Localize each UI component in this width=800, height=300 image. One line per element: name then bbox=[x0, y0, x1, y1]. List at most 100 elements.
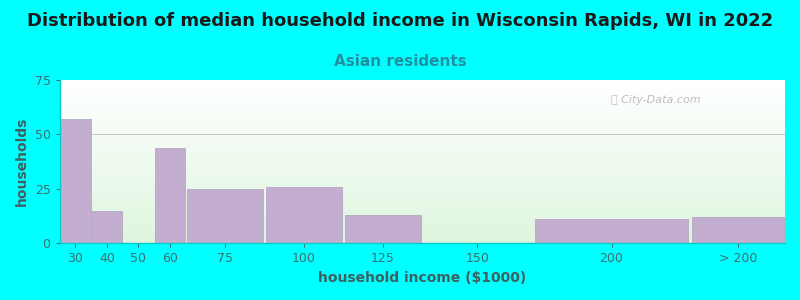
Bar bbox=[59, 206, 785, 207]
Bar bbox=[59, 141, 785, 142]
Bar bbox=[59, 114, 785, 115]
Bar bbox=[59, 118, 785, 119]
Bar bbox=[59, 106, 785, 107]
Bar bbox=[59, 207, 785, 208]
Bar bbox=[59, 99, 785, 100]
Bar bbox=[59, 160, 785, 161]
Bar bbox=[59, 234, 785, 235]
Bar bbox=[59, 201, 785, 202]
Bar bbox=[59, 102, 785, 103]
Bar bbox=[59, 136, 785, 137]
Bar bbox=[59, 228, 785, 229]
Bar bbox=[59, 184, 785, 185]
Bar bbox=[59, 226, 785, 227]
Bar bbox=[59, 151, 785, 152]
Bar bbox=[59, 178, 785, 179]
Bar bbox=[59, 233, 785, 234]
Bar bbox=[59, 231, 785, 232]
Bar bbox=[59, 142, 785, 143]
Bar bbox=[59, 107, 785, 108]
Bar bbox=[59, 210, 785, 211]
Bar bbox=[345, 215, 421, 243]
Bar bbox=[59, 211, 785, 212]
Bar bbox=[59, 196, 785, 197]
Bar bbox=[59, 218, 785, 219]
Bar bbox=[59, 124, 785, 125]
Bar bbox=[59, 153, 785, 154]
Bar bbox=[59, 109, 785, 110]
Bar bbox=[59, 183, 785, 184]
Bar bbox=[59, 193, 785, 194]
Bar bbox=[60, 119, 90, 243]
Bar bbox=[59, 192, 785, 193]
Bar bbox=[59, 140, 785, 141]
Bar bbox=[59, 81, 785, 82]
Bar bbox=[59, 139, 785, 140]
Bar bbox=[59, 199, 785, 200]
Bar bbox=[59, 122, 785, 123]
Bar bbox=[59, 189, 785, 190]
Bar bbox=[59, 148, 785, 149]
Bar bbox=[59, 240, 785, 241]
Bar bbox=[59, 177, 785, 178]
X-axis label: household income ($1000): household income ($1000) bbox=[318, 271, 526, 285]
Bar bbox=[59, 144, 785, 145]
Bar bbox=[59, 117, 785, 118]
Bar bbox=[59, 209, 785, 210]
Bar bbox=[59, 222, 785, 223]
Bar bbox=[59, 103, 785, 104]
Text: Asian residents: Asian residents bbox=[334, 54, 466, 69]
Bar bbox=[59, 227, 785, 228]
Bar bbox=[59, 176, 785, 177]
Bar bbox=[59, 132, 785, 133]
Bar bbox=[59, 120, 785, 121]
Bar bbox=[59, 202, 785, 203]
Bar bbox=[59, 138, 785, 139]
Bar bbox=[59, 229, 785, 230]
Text: Ⓢ City-Data.com: Ⓢ City-Data.com bbox=[611, 94, 701, 105]
Bar bbox=[59, 219, 785, 220]
Bar bbox=[59, 213, 785, 214]
Bar bbox=[59, 157, 785, 158]
Bar bbox=[59, 129, 785, 130]
Bar bbox=[59, 87, 785, 88]
Bar bbox=[59, 186, 785, 187]
Bar bbox=[59, 212, 785, 213]
Bar bbox=[59, 111, 785, 112]
Bar bbox=[59, 187, 785, 188]
Bar bbox=[59, 167, 785, 168]
Bar bbox=[59, 236, 785, 237]
Bar bbox=[59, 82, 785, 83]
Bar bbox=[59, 181, 785, 182]
Bar bbox=[59, 225, 785, 226]
Bar bbox=[59, 164, 785, 165]
Bar bbox=[59, 223, 785, 224]
Bar bbox=[59, 113, 785, 114]
Bar bbox=[59, 146, 785, 147]
Bar bbox=[59, 84, 785, 85]
Bar bbox=[59, 242, 785, 243]
Bar bbox=[59, 172, 785, 173]
Bar bbox=[59, 182, 785, 183]
Bar bbox=[59, 238, 785, 239]
Bar bbox=[59, 158, 785, 159]
Bar bbox=[59, 232, 785, 233]
Bar bbox=[59, 92, 785, 93]
Bar bbox=[59, 202, 785, 203]
Bar bbox=[59, 123, 785, 124]
Bar bbox=[187, 189, 263, 243]
Bar bbox=[692, 217, 783, 243]
Bar bbox=[59, 235, 785, 236]
Bar bbox=[59, 241, 785, 242]
Bar bbox=[59, 237, 785, 238]
Bar bbox=[59, 185, 785, 186]
Bar bbox=[59, 203, 785, 204]
Bar bbox=[59, 220, 785, 221]
Bar bbox=[59, 217, 785, 218]
Bar bbox=[59, 82, 785, 83]
Bar bbox=[59, 150, 785, 151]
Y-axis label: households: households bbox=[15, 117, 29, 206]
Bar bbox=[59, 149, 785, 150]
Bar bbox=[59, 230, 785, 231]
Bar bbox=[59, 89, 785, 90]
